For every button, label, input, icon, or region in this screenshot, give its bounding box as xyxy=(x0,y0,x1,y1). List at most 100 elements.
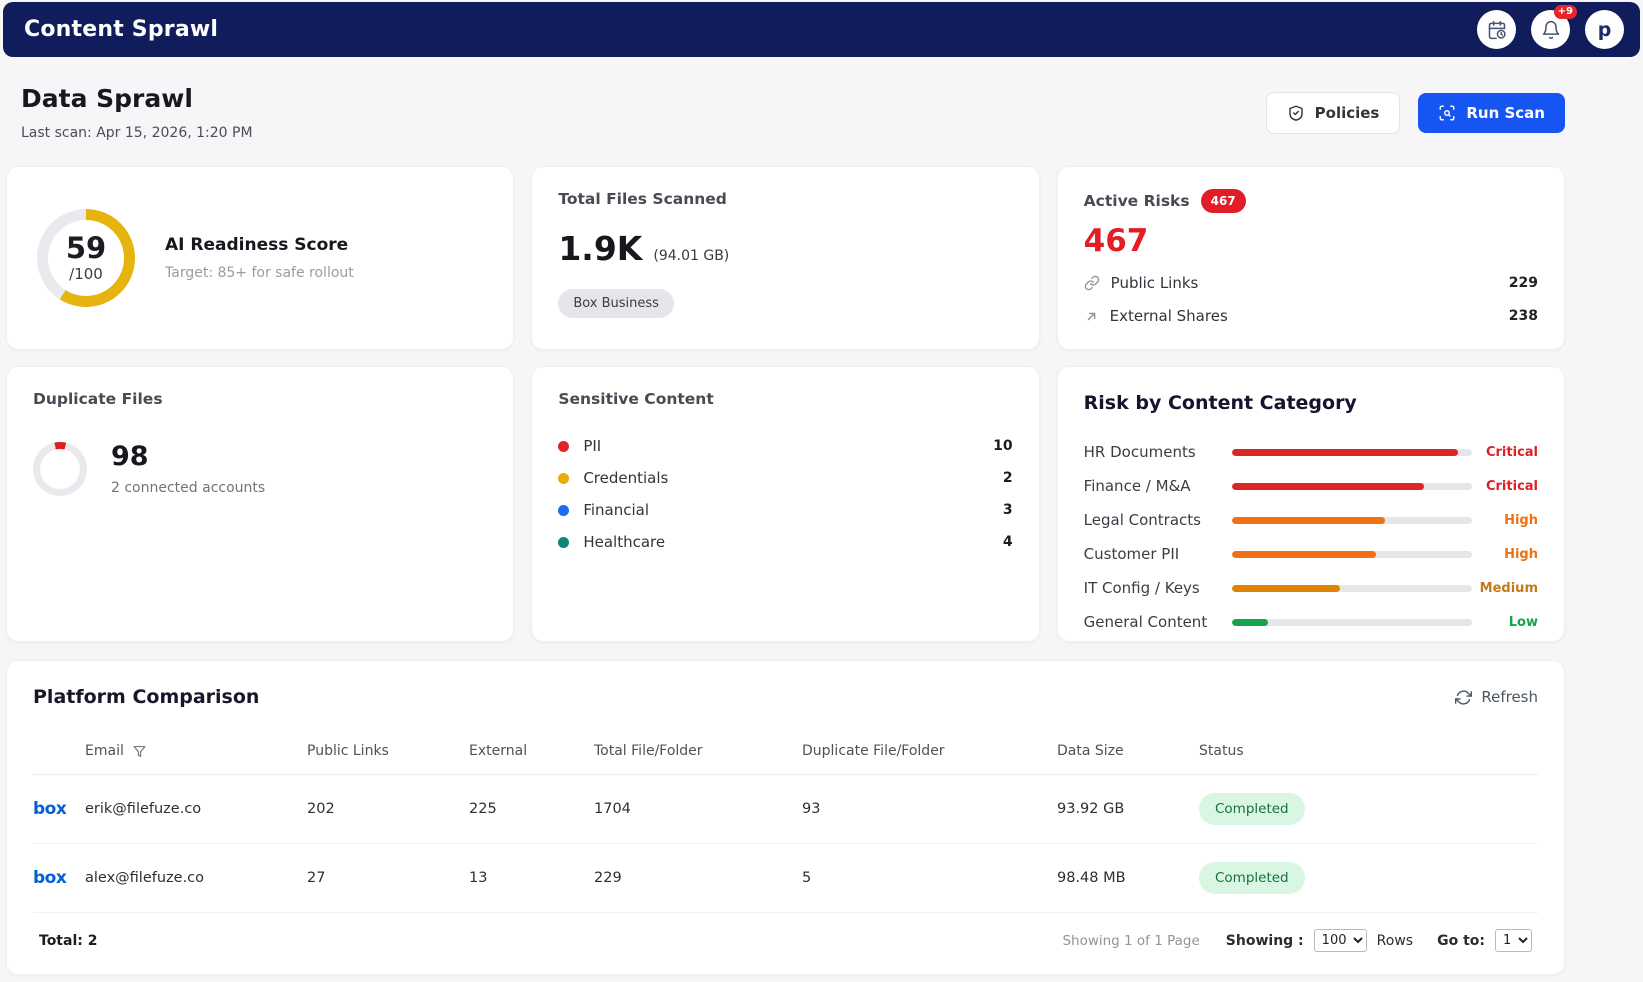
column-duplicate: Duplicate File/Folder xyxy=(802,728,1057,775)
cell-email: alex@filefuze.co xyxy=(85,844,307,913)
box-logo: box xyxy=(33,868,66,888)
duplicate-ring xyxy=(33,442,87,496)
refresh-icon xyxy=(1455,689,1472,706)
risk-category-title: Risk by Content Category xyxy=(1084,392,1538,414)
avatar-initial: p xyxy=(1598,19,1612,41)
active-risks-card: Active Risks 467 467 Public Links 229 xyxy=(1057,166,1565,350)
risk-row-customer-pii: Customer PII High xyxy=(1084,537,1538,571)
sensitive-row-healthcare: Healthcare 4 xyxy=(558,526,1012,558)
avatar[interactable]: p xyxy=(1585,10,1624,49)
total-files-size: (94.01 GB) xyxy=(653,248,729,264)
total-files-value: 1.9K xyxy=(558,229,642,268)
cell-email: erik@filefuze.co xyxy=(85,775,307,844)
risk-row-it-config: IT Config / Keys Medium xyxy=(1084,571,1538,605)
cell-public-links: 202 xyxy=(307,775,469,844)
risk-bar-fill xyxy=(1232,449,1458,456)
risk-bar-track xyxy=(1232,551,1472,558)
rows-per-page-select[interactable]: 100 xyxy=(1314,929,1367,952)
public-links-count: 229 xyxy=(1509,275,1538,291)
table-header-row: Email Public Links External Total File/F… xyxy=(33,728,1538,775)
ai-readiness-title: AI Readiness Score xyxy=(165,235,354,255)
ai-readiness-gauge: 59 /100 xyxy=(37,209,135,307)
ai-score-value: 59 xyxy=(66,233,106,263)
page-header: Data Sprawl Last scan: Apr 15, 2026, 1:2… xyxy=(21,84,1565,141)
sensitive-row-credentials: Credentials 2 xyxy=(558,462,1012,494)
risk-bar-fill xyxy=(1232,619,1268,626)
cell-external: 225 xyxy=(469,775,594,844)
cell-external: 13 xyxy=(469,844,594,913)
public-links-row: Public Links 229 xyxy=(1084,274,1538,292)
risk-bar-track xyxy=(1232,449,1472,456)
scan-icon xyxy=(1438,104,1456,122)
status-badge: Completed xyxy=(1199,793,1305,825)
financial-dot-icon xyxy=(558,505,569,516)
active-risks-badge: 467 xyxy=(1201,189,1246,213)
schedule-button[interactable] xyxy=(1477,10,1516,49)
duplicate-files-value: 98 xyxy=(111,441,265,472)
ai-readiness-target: Target: 85+ for safe rollout xyxy=(165,265,354,281)
risk-bar-fill xyxy=(1232,551,1376,558)
risk-bar-fill xyxy=(1232,517,1386,524)
column-external: External xyxy=(469,728,594,775)
cell-total: 1704 xyxy=(594,775,802,844)
column-email: Email xyxy=(85,743,124,759)
total-rows-text: Total: 2 xyxy=(39,933,97,949)
column-data-size: Data Size xyxy=(1057,728,1199,775)
platform-badge: Box Business xyxy=(558,289,674,318)
table-row[interactable]: box erik@filefuze.co 202 225 1704 93 93.… xyxy=(33,775,1538,844)
shield-check-icon xyxy=(1287,104,1305,122)
showing-page-text: Showing 1 of 1 Page xyxy=(1062,933,1199,949)
platform-comparison-card: Platform Comparison Refresh xyxy=(6,660,1565,975)
active-risks-value: 467 xyxy=(1084,223,1538,259)
risk-bar-track xyxy=(1232,483,1472,490)
column-status: Status xyxy=(1199,728,1538,775)
risk-row-hr-documents: HR Documents Critical xyxy=(1084,435,1538,469)
risk-bar-track xyxy=(1232,517,1472,524)
external-share-icon xyxy=(1084,309,1099,324)
external-shares-row: External Shares 238 xyxy=(1084,307,1538,325)
calendar-clock-icon xyxy=(1487,20,1507,40)
risk-bar-track xyxy=(1232,585,1472,592)
healthcare-dot-icon xyxy=(558,537,569,548)
sensitive-row-financial: Financial 3 xyxy=(558,494,1012,526)
credentials-dot-icon xyxy=(558,473,569,484)
app-title: Content Sprawl xyxy=(24,17,218,42)
cell-duplicate: 5 xyxy=(802,844,1057,913)
filter-icon[interactable] xyxy=(133,745,146,758)
ai-score-denominator: /100 xyxy=(69,265,103,283)
column-public-links: Public Links xyxy=(307,728,469,775)
page-title: Data Sprawl xyxy=(21,84,253,113)
notification-badge: +9 xyxy=(1554,5,1577,19)
cell-total: 229 xyxy=(594,844,802,913)
notifications-button[interactable]: +9 xyxy=(1531,10,1570,49)
rows-label: Rows xyxy=(1377,933,1413,949)
table-row[interactable]: box alex@filefuze.co 27 13 229 5 98.48 M… xyxy=(33,844,1538,913)
refresh-button[interactable]: Refresh xyxy=(1455,688,1538,706)
risk-row-general-content: General Content Low xyxy=(1084,605,1538,639)
status-badge: Completed xyxy=(1199,862,1305,894)
column-total: Total File/Folder xyxy=(594,728,802,775)
pii-dot-icon xyxy=(558,441,569,452)
risk-bar-fill xyxy=(1232,483,1424,490)
total-files-card: Total Files Scanned 1.9K (94.01 GB) Box … xyxy=(531,166,1039,350)
external-shares-count: 238 xyxy=(1509,308,1538,324)
run-scan-button[interactable]: Run Scan xyxy=(1418,93,1565,133)
showing-label: Showing : xyxy=(1226,933,1304,949)
sensitive-content-card: Sensitive Content PII 10 Credentials 2 F… xyxy=(531,366,1039,642)
last-scan-text: Last scan: Apr 15, 2026, 1:20 PM xyxy=(21,125,253,141)
connected-accounts-text: 2 connected accounts xyxy=(111,480,265,496)
sensitive-row-pii: PII 10 xyxy=(558,430,1012,462)
bell-icon xyxy=(1541,20,1561,40)
risk-bar-track xyxy=(1232,619,1472,626)
active-risks-title: Active Risks xyxy=(1084,192,1190,210)
cell-data-size: 98.48 MB xyxy=(1057,844,1199,913)
goto-label: Go to: xyxy=(1437,933,1485,949)
platform-comparison-title: Platform Comparison xyxy=(33,686,259,708)
duplicate-files-card: Duplicate Files 98 2 connected accounts xyxy=(6,366,514,642)
policies-button[interactable]: Policies xyxy=(1266,92,1401,134)
box-logo: box xyxy=(33,799,66,819)
cell-duplicate: 93 xyxy=(802,775,1057,844)
goto-page-select[interactable]: 1 xyxy=(1495,929,1532,952)
navbar: Content Sprawl +9 p xyxy=(3,2,1640,57)
duplicate-files-title: Duplicate Files xyxy=(33,390,487,408)
